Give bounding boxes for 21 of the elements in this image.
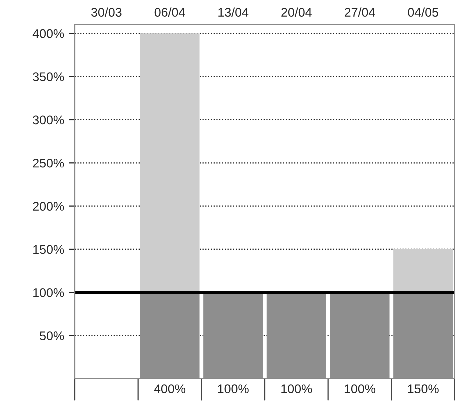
x-tick-label: 27/04 bbox=[344, 8, 376, 17]
total-label: 100% bbox=[282, 384, 312, 394]
total-label: 100% bbox=[218, 384, 249, 394]
bar bbox=[140, 34, 200, 293]
y-tick-label: 200% bbox=[33, 202, 64, 211]
y-tick-label: 300% bbox=[33, 116, 64, 125]
y-tick-label: 100% bbox=[34, 288, 64, 298]
y-tick-label: 50% bbox=[40, 332, 64, 340]
x-tick-label: 06/04 bbox=[154, 8, 186, 17]
y-tick-label: 250% bbox=[33, 158, 64, 168]
x-tick-label: 20/04 bbox=[282, 8, 312, 17]
y-tick-label: 350% bbox=[33, 72, 64, 82]
y-tick-label: 150% bbox=[34, 245, 64, 254]
x-tick-label: 13/04 bbox=[218, 8, 249, 17]
total-label: 100% bbox=[344, 384, 376, 394]
x-tick-label: 30/03 bbox=[92, 8, 122, 17]
y-tick-label: 400% bbox=[32, 29, 64, 38]
bar bbox=[394, 249, 454, 293]
total-label: 150% bbox=[408, 384, 439, 394]
x-tick-label: 04/05 bbox=[408, 8, 438, 17]
total-label: 400% bbox=[154, 384, 186, 394]
